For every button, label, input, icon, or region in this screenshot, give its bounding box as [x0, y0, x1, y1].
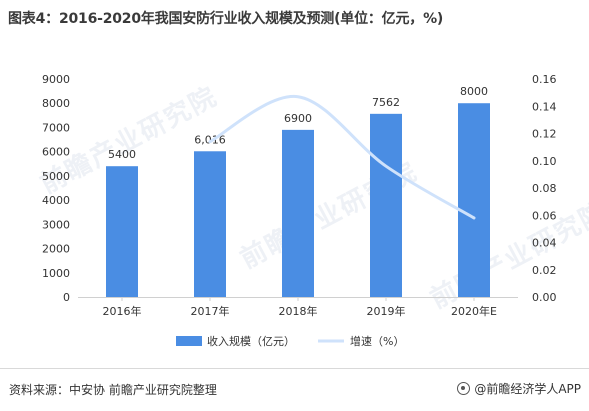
y-left-tick-label: 9000	[42, 73, 70, 86]
y-right-tick-label: 0.14	[532, 100, 557, 113]
chart-title: 图表4：2016-2020年我国安防行业收入规模及预测(单位：亿元，%)	[8, 11, 444, 27]
y-right-tick-label: 0.00	[532, 291, 557, 304]
x-tick-label: 2016年	[103, 304, 142, 318]
legend-line-label: 增速（%）	[350, 334, 404, 348]
y-right-tick-label: 0.08	[532, 182, 557, 195]
x-tick-label: 2020年E	[451, 304, 497, 318]
bar	[458, 103, 490, 297]
legend-bar-label: 收入规模（亿元）	[207, 334, 295, 348]
y-left-tick-label: 5000	[42, 170, 70, 183]
bar	[282, 129, 314, 297]
y-left-tick-label: 8000	[42, 97, 70, 110]
brand-label: @前瞻经济学人APP	[474, 382, 581, 396]
bar	[106, 166, 138, 297]
y-right-tick-label: 0.12	[532, 128, 557, 141]
x-tick-label: 2018年	[279, 304, 318, 318]
y-right-tick-label: 0.06	[532, 209, 557, 222]
chart: 0 1000 2000 3000 4000 5000 6000 7000 8000 9000 0.0…	[42, 73, 557, 348]
y-left-tick-label: 7000	[42, 121, 70, 134]
growth-line	[208, 95, 476, 220]
x-tick-label: 2019年	[367, 304, 406, 318]
bar-value-label: 5400	[108, 148, 136, 161]
y-left-tick-label: 3000	[42, 218, 70, 231]
bar-value-label: 7562	[372, 96, 400, 109]
bar-value-label: 8000	[460, 85, 488, 98]
y-left-tick-label: 4000	[42, 194, 70, 207]
footer: 资料来源：中安协 前瞻产业研究院整理 @前瞻经济学人APP	[0, 368, 589, 411]
y-left-tick-label: 0	[63, 291, 70, 304]
bar	[370, 113, 402, 297]
x-tick-label: 2017年	[191, 304, 230, 318]
y-right-tick-label: 0.02	[532, 264, 557, 277]
y-left-tick-label: 2000	[42, 243, 70, 256]
y-right-tick-label: 0.10	[532, 155, 557, 168]
y-right-tick-label: 0.04	[532, 237, 557, 250]
brand-logo-icon	[457, 382, 471, 395]
y-left-tick-label: 6000	[42, 146, 70, 159]
y-right-tick-label: 0.16	[532, 73, 557, 86]
y-left-tick-label: 1000	[42, 267, 70, 280]
legend-bar-swatch	[176, 336, 202, 346]
source-note: 资料来源：中安协 前瞻产业研究院整理	[9, 383, 217, 397]
brand: @前瞻经济学人APP	[457, 380, 581, 397]
bar-value-label: 6900	[284, 112, 312, 125]
bar	[194, 151, 226, 297]
